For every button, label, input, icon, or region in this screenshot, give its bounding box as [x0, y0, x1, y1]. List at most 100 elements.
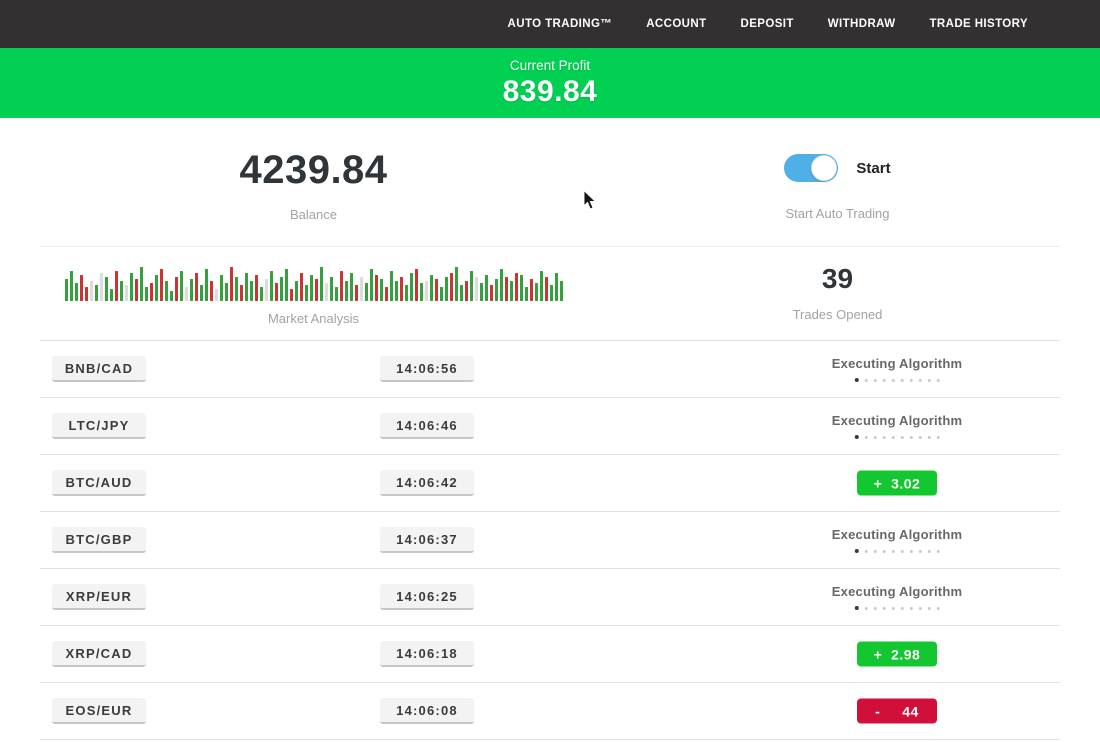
chart-bar [439, 287, 443, 301]
stats-divider [40, 246, 1060, 247]
chart-bar [334, 287, 338, 301]
chart-bar [414, 269, 418, 301]
nav-item-trade-history[interactable]: TRADE HISTORY [929, 18, 1028, 30]
chart-bar [214, 289, 218, 301]
nav-item-auto-trading[interactable]: AUTO TRADING™ [507, 18, 613, 30]
balance-label: Balance [290, 207, 337, 222]
market-analysis-block: Market Analysis [0, 261, 627, 326]
progress-dots [832, 606, 962, 610]
progress-dot [864, 435, 868, 439]
chart-bar [409, 273, 413, 301]
pair-badge: XRP/CAD [52, 641, 146, 667]
top-nav: AUTO TRADING™ ACCOUNT DEPOSIT WITHDRAW TRADE… [0, 0, 1100, 48]
progress-dot [854, 549, 859, 553]
progress-dot [918, 378, 922, 382]
progress-dot [873, 435, 877, 439]
chart-bar [304, 285, 308, 301]
balance-block: 4239.84 Balance [0, 148, 627, 222]
chart-bar [489, 285, 493, 301]
chart-bar [84, 287, 88, 301]
chart-bar [179, 271, 183, 301]
time-badge: 14:06:25 [380, 584, 474, 610]
trade-row: BTC/GBP 14:06:37 Executing Algorithm [40, 511, 1060, 568]
chart-bar [434, 279, 438, 301]
time-badge: 14:06:18 [380, 641, 474, 667]
chart-bar [419, 283, 423, 301]
nav-item-account[interactable]: ACCOUNT [646, 18, 707, 30]
progress-dot [927, 606, 931, 610]
auto-trading-toggle[interactable] [784, 154, 839, 182]
progress-dot [873, 378, 877, 382]
chart-bar [254, 275, 258, 301]
chart-bar [269, 271, 273, 301]
progress-dot [864, 549, 868, 553]
chart-bar [339, 271, 343, 301]
pair-badge: BTC/AUD [52, 470, 146, 496]
chart-bar [149, 283, 153, 301]
stats-row-balance: 4239.84 Balance Start Start Auto Trading [0, 118, 1100, 246]
chart-bar [384, 287, 388, 301]
status-label: Executing Algorithm [831, 413, 963, 428]
chart-bar [559, 281, 563, 301]
chart-bar [119, 281, 123, 301]
chart-bar [469, 271, 473, 301]
chart-bar [484, 275, 488, 301]
chart-bar [319, 267, 323, 301]
chart-bar [279, 277, 283, 301]
chart-bar [144, 287, 148, 301]
trade-row: XRP/EUR 14:06:25 Executing Algorithm [40, 568, 1060, 625]
chart-bar [539, 271, 543, 301]
profit-banner: Current Profit 839.84 [0, 48, 1100, 118]
nav-item-withdraw[interactable]: WITHDRAW [827, 18, 896, 30]
progress-dot [854, 378, 859, 382]
chart-bar [354, 285, 358, 301]
market-analysis-chart [64, 265, 563, 301]
progress-dots [832, 435, 962, 439]
chart-bar [174, 277, 178, 301]
chart-bar [64, 279, 68, 301]
chart-bar [504, 277, 508, 301]
chart-bar [499, 269, 503, 301]
result-badge: + 3.02 [857, 470, 937, 496]
chart-bar [109, 289, 113, 301]
chart-bar [259, 287, 263, 301]
progress-dot [882, 606, 886, 610]
chart-bar [294, 281, 298, 301]
chart-bar [494, 279, 498, 301]
chart-bar [399, 277, 403, 301]
chart-bar [129, 273, 133, 301]
progress-dot [882, 549, 886, 553]
progress-dot [900, 549, 904, 553]
chart-bar [79, 275, 83, 301]
auto-trading-label: Start Auto Trading [785, 206, 890, 221]
chart-bar [404, 285, 408, 301]
progress-dot [882, 378, 886, 382]
chart-bar [429, 275, 433, 301]
chart-bar [264, 279, 268, 301]
chart-bar [89, 281, 93, 301]
chart-bar [284, 269, 288, 301]
trade-status: + 2.98 [857, 641, 937, 667]
progress-dot [918, 606, 922, 610]
chart-bar [104, 277, 108, 301]
trade-status: Executing Algorithm [832, 413, 962, 439]
chart-bar [99, 273, 103, 301]
progress-dot [909, 549, 913, 553]
progress-dot [873, 606, 877, 610]
chart-bar [554, 273, 558, 301]
progress-dot [854, 435, 859, 439]
chart-bar [359, 277, 363, 301]
progress-dot [927, 549, 931, 553]
chart-bar [249, 281, 253, 301]
chart-bar [329, 277, 333, 301]
nav-item-deposit[interactable]: DEPOSIT [740, 18, 794, 30]
progress-dot [918, 435, 922, 439]
pair-badge: EOS/EUR [52, 698, 146, 724]
pair-badge: BNB/CAD [52, 356, 146, 382]
trade-status: Executing Algorithm [832, 356, 962, 382]
chart-bar [369, 269, 373, 301]
chart-bar [389, 271, 393, 301]
chart-bar [164, 281, 168, 301]
progress-dot [873, 549, 877, 553]
progress-dots [832, 549, 962, 553]
